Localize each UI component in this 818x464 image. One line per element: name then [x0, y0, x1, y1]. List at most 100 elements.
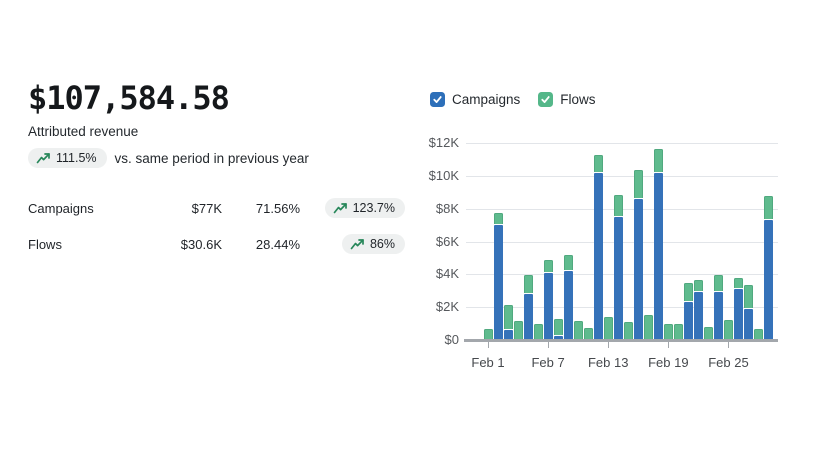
flows-bar-segment[interactable]: [734, 278, 743, 289]
flows-bar-segment[interactable]: [523, 275, 533, 294]
x-axis-tick: [668, 342, 670, 348]
x-axis-tick: [608, 342, 610, 348]
y-axis-label: $10K: [428, 167, 459, 183]
flows-bar-segment[interactable]: [563, 255, 573, 271]
flows-bar-segment[interactable]: [723, 320, 733, 340]
campaigns-bar-segment[interactable]: [744, 308, 754, 340]
legend-label: Flows: [560, 92, 596, 107]
flows-bar-segment[interactable]: [483, 329, 493, 340]
flows-bar-segment[interactable]: [673, 323, 683, 340]
y-axis-label: $2K: [435, 299, 459, 315]
change-badge-text: 111.5%: [56, 151, 97, 165]
y-axis-label: $0: [444, 332, 459, 347]
table-row-campaigns: Campaigns $77K 71.56% 123.7%: [28, 190, 405, 226]
y-axis-label: $4K: [435, 266, 459, 282]
campaigns-bar-segment[interactable]: [523, 294, 533, 340]
flows-bar-segment[interactable]: [623, 321, 633, 340]
campaigns-bar-segment[interactable]: [764, 220, 774, 340]
x-axis-tick: [728, 342, 730, 348]
flows-bar-segment[interactable]: [713, 275, 723, 292]
x-axis-label: Feb 19: [648, 355, 689, 370]
legend-label: Campaigns: [452, 92, 521, 107]
kpi-panel: $107,584.58 Attributed revenue 111.5% vs…: [28, 80, 408, 262]
stacked-bar-chart: $0 $2K $4K $6K $8K $10K $12K Feb 1 Feb 7 Feb 13 Fe…: [429, 135, 778, 370]
campaigns-bar-segment[interactable]: [653, 172, 663, 340]
legend-item-campaigns[interactable]: Campaigns: [430, 92, 520, 107]
campaigns-bar-segment[interactable]: [543, 272, 553, 340]
campaigns-bar-segment[interactable]: [593, 172, 603, 340]
kpi-value: $107,584.58: [28, 79, 230, 117]
campaigns-bar-segment[interactable]: [503, 330, 513, 340]
breakdown-table: Campaigns $77K 71.56% 123.7% Flows $30.6…: [28, 190, 405, 262]
trend-up-icon: [36, 152, 50, 163]
y-axis-label: $8K: [435, 200, 459, 216]
y-axis-label: $12K: [428, 135, 459, 150]
x-axis-label: Feb 7: [531, 355, 565, 370]
flows-bar-segment[interactable]: [693, 279, 703, 292]
change-badge: 111.5%: [28, 148, 107, 168]
campaigns-checkbox[interactable]: [430, 92, 445, 107]
chart-panel: Campaigns Flows $0 $2K $4K $6K $8K $10K $12K Fe…: [429, 88, 798, 388]
flows-bar-segment[interactable]: [593, 155, 603, 172]
legend-item-flows[interactable]: Flows: [538, 92, 596, 107]
flows-bar-segment[interactable]: [583, 327, 593, 340]
x-axis-label: Feb 13: [587, 355, 629, 370]
row-label: Campaigns: [28, 200, 94, 216]
campaigns-bar-segment[interactable]: [633, 198, 643, 340]
flows-bar-segment[interactable]: [513, 321, 523, 340]
flows-bar-segment[interactable]: [603, 317, 613, 340]
flows-bar-segment[interactable]: [573, 321, 583, 340]
row-change-text: 86%: [369, 237, 395, 251]
x-axis-line: [464, 339, 778, 342]
chart-legend: Campaigns Flows: [430, 92, 596, 107]
flows-bar-segment[interactable]: [703, 326, 713, 340]
flows-bar-segment[interactable]: [543, 260, 553, 272]
campaigns-bar-segment[interactable]: [713, 292, 723, 340]
row-change-text: 123.7%: [352, 201, 395, 215]
flows-bar-segment[interactable]: [663, 323, 673, 340]
flows-bar-segment[interactable]: [683, 283, 693, 302]
gridline: [466, 143, 778, 144]
x-axis-label: Feb 25: [708, 355, 749, 370]
trend-up-icon: [333, 202, 347, 213]
row-change-badge: 86%: [341, 234, 405, 254]
flows-bar-segment[interactable]: [633, 169, 643, 198]
flows-bar-segment[interactable]: [493, 212, 503, 225]
x-axis-tick: [488, 342, 489, 348]
flows-checkbox[interactable]: [538, 92, 554, 107]
row-change-badge: 123.7%: [324, 198, 405, 218]
flows-bar-segment[interactable]: [653, 148, 663, 172]
campaigns-bar-segment[interactable]: [613, 216, 623, 340]
campaigns-bar-segment[interactable]: [693, 292, 703, 340]
flows-bar-segment[interactable]: [503, 304, 513, 330]
flows-bar-segment[interactable]: [553, 319, 563, 335]
flows-bar-segment[interactable]: [764, 196, 774, 220]
x-axis-tick: [548, 342, 550, 348]
row-value: $77K: [191, 200, 222, 216]
checkmark-icon: [541, 96, 550, 103]
flows-bar-segment[interactable]: [613, 194, 623, 216]
table-row-flows: Flows $30.6K 28.44% 86%: [28, 226, 405, 262]
flows-bar-segment[interactable]: [533, 324, 543, 340]
flows-bar-segment[interactable]: [643, 315, 653, 340]
row-label: Flows: [28, 236, 62, 252]
row-share: 71.56%: [255, 200, 300, 216]
gridline: [466, 175, 778, 177]
checkmark-icon: [433, 96, 442, 103]
row-value: $30.6K: [180, 236, 222, 252]
x-axis-label: Feb 1: [471, 355, 505, 370]
flows-bar-segment[interactable]: [754, 328, 764, 340]
campaigns-bar-segment[interactable]: [563, 271, 573, 340]
row-share: 28.44%: [255, 236, 300, 252]
flows-bar-segment[interactable]: [744, 284, 754, 308]
campaigns-bar-segment[interactable]: [683, 302, 693, 340]
campaigns-bar-segment[interactable]: [493, 225, 503, 340]
y-axis-label: $6K: [435, 233, 459, 249]
kpi-label: Attributed revenue: [28, 124, 139, 139]
comparison-row: 111.5% vs. same period in previous year: [28, 148, 408, 168]
campaigns-bar-segment[interactable]: [553, 335, 563, 340]
comparison-text: vs. same period in previous year: [114, 150, 309, 166]
campaigns-bar-segment[interactable]: [734, 289, 743, 340]
trend-up-icon: [350, 238, 364, 249]
